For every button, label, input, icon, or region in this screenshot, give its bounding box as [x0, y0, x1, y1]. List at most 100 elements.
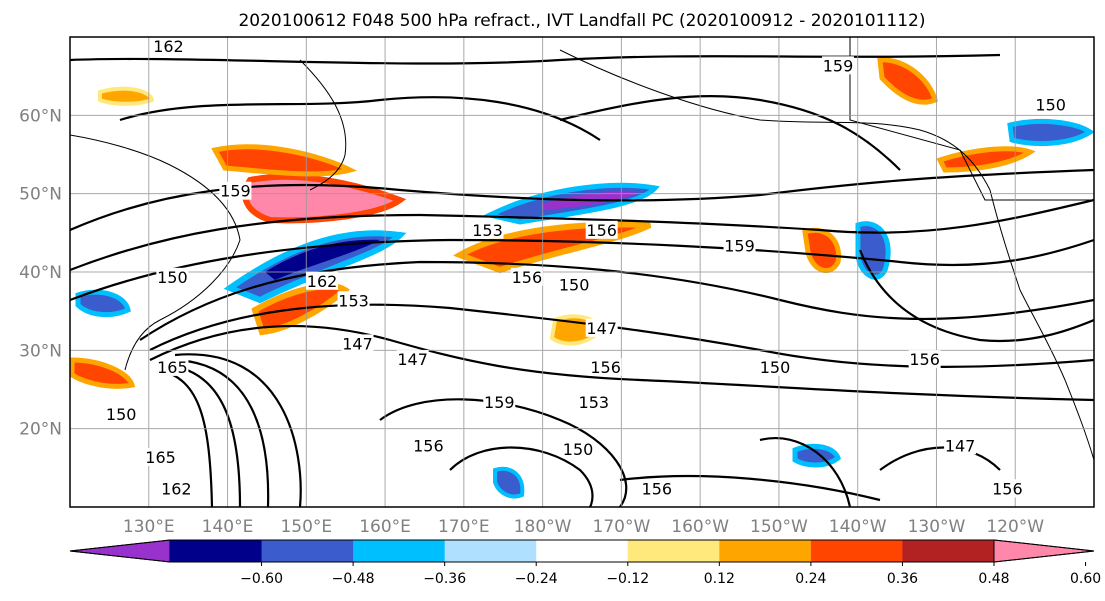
lat-tick-label: 40°N [19, 263, 62, 283]
contour-label-text: 150 [563, 440, 594, 459]
contour-label: 156 [640, 479, 673, 498]
lat-tick-label: 60°N [19, 106, 62, 126]
colorbar-tick-label: −0.24 [515, 571, 558, 587]
shade-patch-blue-sw [493, 466, 525, 499]
shade-patch-blue-ne [1007, 119, 1094, 147]
shade-patch-orange-west [70, 357, 136, 389]
contour-label-bg [758, 357, 791, 376]
coastlines [70, 37, 1094, 461]
colorbar-tick-label: 0.60 [1070, 571, 1101, 587]
colorbar-tick-label: −0.48 [332, 571, 375, 587]
contour-line [169, 358, 270, 507]
contour-label-bg [944, 436, 977, 455]
contour-line [70, 168, 1094, 232]
contour-label-bg [471, 220, 504, 239]
contour-label: 165 [144, 448, 177, 467]
contour-line [449, 446, 594, 507]
contour-line [619, 475, 881, 502]
contour-label-bg [585, 220, 618, 239]
contour-label-bg [341, 334, 374, 353]
shade-patch-red-north [211, 144, 358, 177]
contour-label-text: 153 [472, 221, 503, 240]
contour-label: 159 [483, 393, 516, 412]
lon-tick-label: 130°E [123, 517, 175, 537]
contour-label-text: 156 [586, 221, 617, 240]
contour-label-text: 156 [909, 350, 940, 369]
contour-label-text: 153 [338, 291, 369, 310]
contour-label: 159 [219, 181, 252, 201]
longitude-labels: 130°E 140°E 150°E 160°E 170°E 180°W 170°W 160°W… [123, 517, 1044, 537]
contour-label-text: 156 [642, 479, 673, 498]
colorbar-segment [810, 540, 903, 562]
contour-label-text: 153 [579, 393, 610, 412]
contour-label-bg [589, 357, 622, 376]
lat-tick-label: 20°N [19, 420, 62, 440]
shade-patch-pink [242, 173, 407, 224]
lon-tick-label: 160°W [671, 517, 729, 537]
contour-label-text: 165 [145, 448, 176, 467]
contour-label: 153 [577, 393, 610, 412]
contour-label-text: 147 [342, 334, 373, 353]
contour-label: 159 [822, 56, 854, 75]
colorbar-segment [902, 540, 995, 562]
lon-tick-label: 140°E [202, 517, 254, 537]
contour-label-text: 162 [153, 37, 184, 56]
contour-label: 162 [152, 37, 185, 56]
colorbar-tick-label: 0.36 [887, 571, 918, 587]
contour-label: 150 [105, 404, 138, 424]
contour-line [858, 249, 1094, 342]
lon-tick-label: 150°W [750, 517, 808, 537]
contour-label-bg [908, 350, 941, 369]
contour-line [379, 398, 628, 507]
contour-label-text: 150 [760, 358, 791, 377]
contour-label: 156 [991, 479, 1024, 498]
contour-label: 147 [396, 350, 429, 369]
contour-label-text: 147 [586, 319, 617, 338]
contour-label-bg [640, 479, 673, 498]
colorbar-tick-label: 0.12 [704, 571, 735, 587]
contour-label: 156 [589, 357, 622, 377]
contour-label-bg [337, 291, 370, 310]
contour-line [559, 94, 901, 171]
coastline-asia [70, 134, 241, 371]
contour-label-bg [1034, 95, 1067, 114]
lon-tick-label: 140°W [829, 517, 887, 537]
contour-label-bg [144, 448, 177, 466]
contour-label-bg [105, 404, 138, 423]
contour-label-bg [577, 393, 610, 412]
contour-label-text: 150 [106, 405, 137, 424]
contour-label-bg [152, 37, 185, 55]
border-canada [849, 37, 1094, 201]
coastline-kamchatka [299, 59, 347, 191]
contour-label-bg [219, 181, 252, 200]
lon-tick-label: 150°E [280, 517, 332, 537]
colorbar-segment [170, 540, 263, 562]
contour-line [759, 437, 852, 507]
contour-label-bg [156, 357, 189, 376]
contour-label: 156 [908, 350, 941, 369]
contour-label-text: 162 [307, 272, 338, 291]
contour-label: 150 [562, 440, 595, 459]
contour-label-bg [991, 479, 1024, 498]
contour-label-text: 156 [413, 436, 444, 455]
contour-line [119, 96, 601, 141]
contour-label-bg [412, 436, 445, 455]
contour-line [70, 198, 1094, 272]
shade-patch-navy-jet [265, 239, 380, 280]
contour-label-text: 159 [484, 393, 515, 412]
contour-label-bg [156, 267, 189, 286]
coastline-north-america [989, 189, 1094, 461]
colorbar-segment [444, 540, 537, 562]
contour-label-text: 150 [157, 268, 188, 287]
lon-tick-label: 170°W [593, 517, 651, 537]
lat-tick-label: 30°N [19, 341, 62, 361]
colorbar-segment [353, 540, 446, 562]
shade-patch-blue-south [792, 443, 841, 468]
contour-label-bg [510, 267, 543, 286]
contour-label: 159 [723, 236, 756, 256]
shaded-anomalies [70, 57, 1094, 499]
shade-patch-blue-west [75, 289, 131, 318]
colorbar-segment [627, 540, 720, 562]
colorbar-ticks: −0.60 −0.48 −0.36 −0.24 −0.12 0.12 0.24 0.36 0.4… [240, 562, 1101, 587]
